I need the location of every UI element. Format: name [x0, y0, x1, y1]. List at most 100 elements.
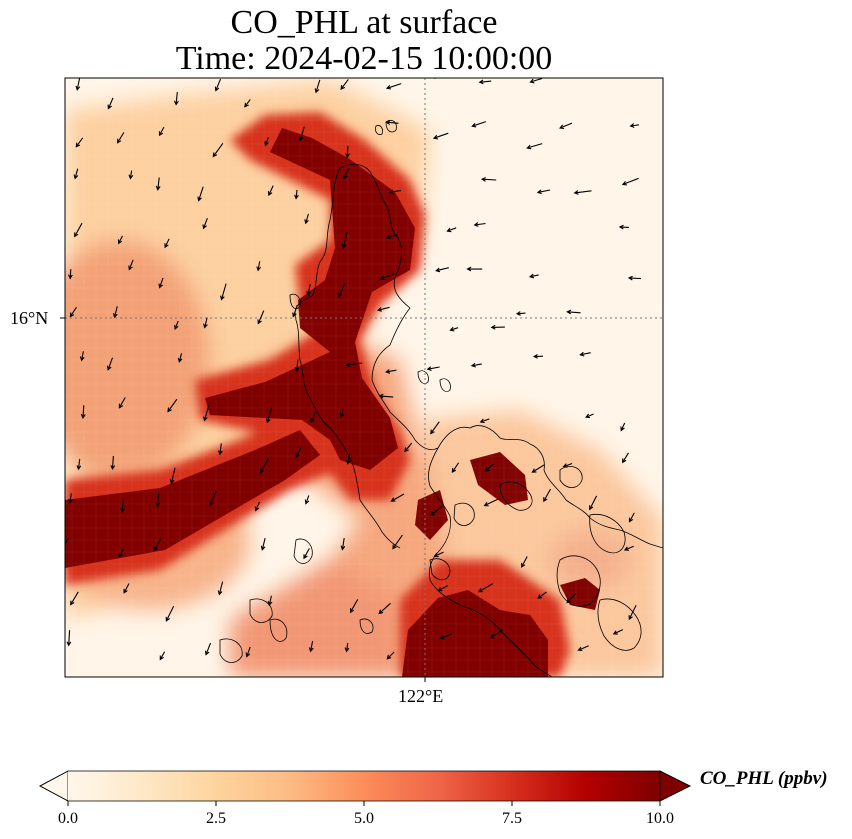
wind-arrow: [214, 78, 222, 92]
wind-arrow: [439, 633, 453, 640]
wind-arrow: [490, 324, 505, 330]
wind-arrow: [164, 238, 170, 249]
wind-arrow: [385, 83, 402, 90]
wind-arrow: [153, 538, 162, 552]
wind-arrow: [165, 605, 175, 622]
wind-arrow: [220, 283, 227, 301]
wind-arrow: [212, 142, 224, 158]
wind-arrow: [585, 413, 594, 419]
wind-arrow: [260, 537, 266, 551]
wind-arrow: [429, 505, 443, 517]
wind-arrow: [308, 640, 314, 653]
wind-arrow: [432, 132, 449, 140]
wind-arrow: [479, 418, 490, 424]
wind-arrow: [573, 190, 592, 195]
wind-arrow: [435, 267, 449, 273]
wind-arrow: [110, 455, 116, 471]
wind-arrow: [292, 304, 298, 318]
wind-arrow: [470, 362, 482, 368]
wind-arrow: [209, 490, 217, 507]
wind-arrow: [264, 137, 269, 147]
wind-arrow: [257, 310, 265, 325]
wind-arrow: [118, 548, 124, 558]
wind-arrow: [298, 126, 305, 142]
wind-arrow: [386, 651, 395, 660]
wind-arrow: [265, 407, 273, 424]
wind-arrow: [158, 126, 165, 137]
wind-arrow: [303, 548, 310, 560]
wind-arrow: [392, 534, 403, 550]
wind-arrow: [478, 79, 492, 85]
wind-arrow: [446, 227, 457, 233]
wind-arrow: [128, 170, 134, 180]
wind-arrow: [466, 266, 483, 272]
wind-arrow: [490, 629, 504, 639]
wind-arrow: [73, 168, 79, 180]
wind-arrow: [559, 122, 573, 129]
wind-arrow: [385, 369, 397, 374]
wind-arrow: [254, 501, 260, 512]
wind-arrow: [295, 447, 302, 459]
wind-arrow: [118, 397, 126, 409]
wind-arrow: [521, 556, 528, 568]
wind-arrow: [294, 359, 300, 373]
wind-arrow: [116, 132, 125, 144]
wind-arrow: [203, 404, 210, 422]
wind-arrow: [259, 457, 270, 474]
wind-arrow: [304, 495, 310, 505]
wind-arrow: [174, 320, 179, 330]
wind-arrow: [483, 498, 498, 507]
wind-arrow: [618, 224, 629, 230]
wind-arrow: [562, 462, 573, 468]
wind-arrow: [477, 583, 494, 593]
wind-arrow: [532, 354, 544, 359]
wind-arrow: [526, 143, 543, 150]
wind-arrow: [531, 464, 545, 473]
wind-arrow: [484, 463, 494, 472]
wind-arrow: [79, 351, 85, 362]
wind-arrow: [341, 232, 348, 250]
wind-arrow: [117, 235, 123, 245]
wind-arrow: [177, 353, 183, 363]
wind-arrow: [159, 651, 166, 661]
wind-arrow: [158, 277, 164, 289]
wind-arrow: [128, 259, 134, 271]
wind-arrow: [69, 306, 77, 318]
wind-arrow: [388, 189, 402, 195]
wind-arrow: [80, 405, 86, 419]
wind-arrow: [107, 97, 114, 110]
wind-arrow: [343, 167, 350, 180]
wind-arrow: [451, 462, 460, 473]
wind-arrow: [385, 120, 399, 125]
wind-arrow: [197, 186, 204, 202]
wind-arrow: [379, 273, 395, 281]
colorbar-extend-min: [39, 770, 69, 802]
wind-arrow: [204, 642, 212, 656]
wind-arrow: [426, 366, 440, 372]
wind-arrow: [217, 443, 223, 456]
latitude-tick-label: 16°N: [10, 308, 49, 328]
colorbar-label: CO_PHL (ppbv): [700, 768, 828, 789]
wind-arrow: [449, 326, 459, 332]
wind-arrow: [529, 78, 543, 84]
colorbar-extend-max: [659, 770, 691, 802]
wind-arrow: [345, 145, 350, 159]
wind-arrow: [155, 493, 161, 508]
wind-arrow: [169, 467, 176, 485]
wind-arrow: [310, 411, 317, 424]
colorbar-tick-label: 2.5: [206, 810, 226, 827]
wind-arrow: [344, 643, 350, 653]
wind-arrow: [68, 493, 73, 504]
wind-arrow: [76, 458, 82, 471]
wind-arrow: [202, 218, 208, 230]
wind-arrow: [390, 493, 405, 502]
wind-arrow: [345, 362, 363, 368]
wind-arrow: [314, 79, 321, 94]
wind-arrow: [437, 585, 448, 592]
colorbar-tick-label: 0.0: [58, 810, 78, 827]
wind-arrow: [75, 137, 84, 148]
wind-arrow: [106, 357, 114, 371]
map-panel: [60, 77, 664, 682]
wind-arrow: [627, 275, 642, 281]
wind-arrow: [471, 121, 487, 128]
